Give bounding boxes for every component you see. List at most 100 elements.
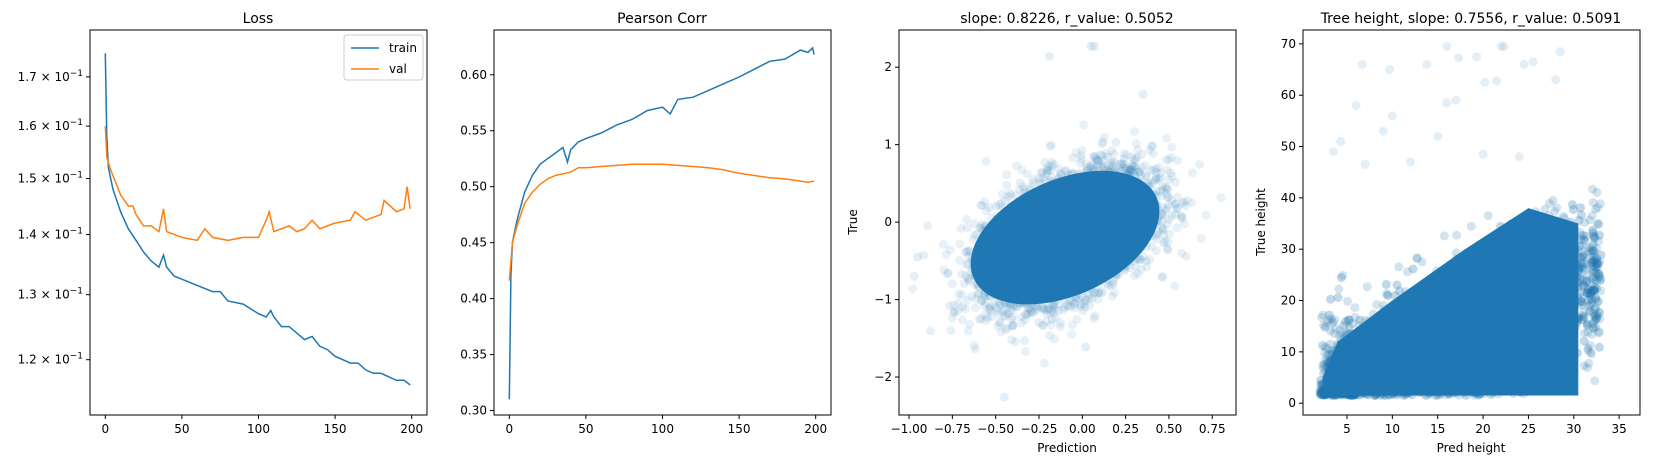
scatter-point <box>1159 238 1169 248</box>
scatter-point <box>1093 160 1103 170</box>
scatter-point <box>1166 168 1176 178</box>
y-tick-label: 0.40 <box>460 292 487 306</box>
scatter-point <box>1158 225 1168 235</box>
scatter-point <box>1028 178 1038 188</box>
scatter-point <box>957 302 967 312</box>
scatter-point <box>1097 139 1107 149</box>
y-tick-label: 0.30 <box>460 404 487 418</box>
y-tick-label: 0.55 <box>460 124 487 138</box>
scatter-point <box>1167 142 1177 152</box>
scatter-point <box>1576 235 1586 244</box>
scatter-point <box>957 269 966 279</box>
scatter-point <box>1158 210 1168 220</box>
series-line-series-1 <box>508 163 815 281</box>
scatter-point <box>1055 169 1065 179</box>
scatter-point <box>1022 310 1031 320</box>
scatter-point <box>1593 219 1603 229</box>
scatter-point <box>1049 307 1059 317</box>
scatter-point <box>949 308 959 318</box>
scatter-point <box>984 304 994 313</box>
scatter-point <box>993 306 1003 316</box>
x-tick-label: 0.50 <box>1156 422 1183 436</box>
scatter-point <box>1119 153 1129 163</box>
scatter-point <box>1086 161 1096 171</box>
scatter-point <box>1157 223 1167 232</box>
scatter-point <box>961 259 971 269</box>
scatter-point <box>1585 290 1595 300</box>
scatter-point <box>1195 160 1205 169</box>
scatter-point <box>1173 156 1182 166</box>
scatter-point <box>1170 281 1180 291</box>
x-tick-label: 50 <box>174 422 189 436</box>
scatter-point <box>1076 151 1086 161</box>
scatter-point <box>1159 230 1169 240</box>
scatter-point <box>1116 159 1126 168</box>
scatter-point <box>1577 315 1587 325</box>
y-tick-label: 1.7 × 10−1 <box>18 69 83 84</box>
scatter-point <box>970 303 980 313</box>
plot-area <box>508 46 815 400</box>
scatter-point <box>1026 307 1036 317</box>
scatter-point <box>976 314 986 324</box>
scatter-point <box>1138 89 1148 99</box>
scatter-point <box>1115 160 1125 169</box>
scatter-point <box>1085 300 1094 310</box>
scatter-point <box>1029 174 1038 184</box>
scatter-point <box>913 252 923 262</box>
scatter-point <box>1097 151 1107 161</box>
scatter-point <box>1019 184 1029 194</box>
scatter-point <box>1047 300 1057 310</box>
scatter-point <box>1032 304 1042 314</box>
scatter-point <box>1153 229 1163 239</box>
scatter-point <box>1096 150 1106 160</box>
scatter-point <box>1588 266 1598 276</box>
scatter-point <box>1056 318 1066 328</box>
scatter-point <box>1156 191 1166 201</box>
scatter-point <box>1110 288 1120 298</box>
scatter-point <box>965 246 975 256</box>
scatter-point <box>1081 295 1091 305</box>
scatter-point <box>1588 225 1598 235</box>
scatter-point <box>1060 166 1070 176</box>
scatter-point <box>1326 294 1336 304</box>
scatter-point <box>1098 162 1108 172</box>
scatter-point <box>1585 289 1595 299</box>
scatter-point <box>1018 182 1028 192</box>
scatter-point <box>1158 272 1168 281</box>
scatter-point <box>919 250 929 260</box>
scatter-point <box>963 223 973 233</box>
series-line-series-0 <box>508 46 815 400</box>
scatter-point <box>993 321 1003 331</box>
y-tick-label: 1.4 × 10−1 <box>18 227 83 242</box>
scatter-point <box>970 344 980 354</box>
scatter-point <box>1090 311 1100 321</box>
scatter-point <box>1077 146 1087 155</box>
scatter-point <box>1196 233 1206 243</box>
scatter-point <box>1011 302 1021 312</box>
subplot-pearson-corr: Pearson Corr 0 50 100 150 2000.300.350.400.4… <box>460 11 832 436</box>
scatter-point <box>1076 302 1086 312</box>
scatter-point <box>970 170 1160 305</box>
scatter-point <box>957 290 967 300</box>
scatter-point <box>1127 152 1136 162</box>
scatter-point <box>1581 277 1591 287</box>
scatter-point <box>964 245 973 255</box>
scatter-point <box>1106 158 1116 168</box>
scatter-point <box>1167 211 1177 221</box>
scatter-point <box>1124 165 1134 175</box>
scatter-point <box>950 306 960 316</box>
scatter-point <box>1176 211 1186 221</box>
scatter-point <box>1129 168 1139 178</box>
scatter-point <box>955 239 965 249</box>
scatter-point <box>1137 150 1147 159</box>
scatter-point <box>942 269 952 279</box>
scatter-point <box>1576 210 1586 220</box>
scatter-point <box>980 197 990 207</box>
scatter-point <box>977 220 987 230</box>
scatter-point <box>1108 157 1118 167</box>
scatter-point <box>1187 168 1197 178</box>
x-tick-label: 0 <box>101 422 109 436</box>
scatter-point <box>1162 184 1172 194</box>
